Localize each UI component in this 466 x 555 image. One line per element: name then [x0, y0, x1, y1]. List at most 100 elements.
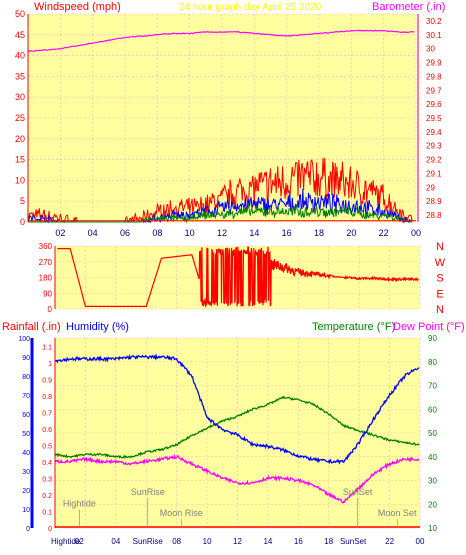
y-left-tick-label: 30: [15, 92, 25, 102]
rain-tick-label: 1: [48, 361, 52, 368]
direction-tick-label: 180: [39, 274, 53, 283]
direction-series: [57, 246, 419, 308]
rain-tick-label: 0.3: [42, 476, 52, 483]
humidity-axis-label: Humidity (%): [66, 321, 129, 333]
compass-label: W: [435, 257, 446, 269]
dew-axis-label: Dew Point (°F): [393, 321, 465, 333]
temperature-series: [54, 395, 420, 460]
rain-tick-label: 0.9: [42, 377, 52, 384]
x-tick-label: 08: [152, 228, 162, 238]
y-left-tick-label: 40: [15, 51, 25, 61]
x-tick-label: 04: [88, 228, 98, 238]
y-right-tick-label: 29.7: [426, 86, 442, 95]
event-label: Moon Rise: [160, 508, 203, 518]
x-tick-label: 14: [263, 537, 272, 546]
y-left-tick-label: 5: [20, 196, 25, 206]
y-left-tick-label: 45: [15, 30, 25, 40]
dewpoint-series: [54, 453, 420, 504]
chart-title: 24 hour graph day April 25 2020: [179, 2, 322, 13]
compass-label: S: [436, 273, 443, 285]
temp-tick-label: 50: [428, 429, 437, 438]
temp-tick-label: 70: [428, 382, 437, 391]
rain-tick-label: 0.5: [42, 443, 52, 450]
humidity-tick-label: 100: [18, 336, 30, 343]
x-tick-label: 14: [249, 228, 259, 238]
y-right-tick-label: 30.1: [426, 31, 442, 40]
compass-label: N: [436, 241, 444, 253]
y-left-tick-label: 25: [15, 113, 25, 123]
rain-tick-label: 0.8: [42, 394, 52, 401]
y-right-tick-label: 30.2: [426, 17, 442, 26]
direction-tick-label: 90: [43, 289, 52, 298]
x-tick-label: 04: [111, 537, 120, 546]
x-tick-label: 12: [233, 537, 242, 546]
wind-axis-label: Windspeed (mph): [34, 1, 121, 13]
y-left-tick-label: 15: [15, 155, 25, 165]
rain-tick-label: 0.1: [42, 509, 52, 516]
event-label: SunRise: [131, 487, 165, 497]
humidity-tick-label: 10: [22, 507, 30, 514]
x-tick-label: 02: [55, 228, 65, 238]
x-tick-label: 00: [416, 537, 425, 546]
humidity-series: [55, 352, 420, 465]
y-right-tick-label: 29.2: [426, 156, 442, 165]
temp-tick-label: 20: [428, 500, 437, 509]
x-tick-label: 16: [282, 228, 292, 238]
barometer-series: [27, 29, 415, 53]
direction-tick-label: 0: [48, 305, 53, 314]
wind-avg-series: [28, 203, 413, 224]
rain-tick-label: 0.4: [42, 460, 52, 467]
y-right-tick-label: 29.1: [426, 169, 442, 178]
humidity-tick-label: 50: [22, 431, 30, 438]
x-tick-label: 18: [324, 537, 333, 546]
y-right-tick-label: 29.4: [426, 128, 442, 137]
x-tick-label: 22: [379, 228, 389, 238]
temp-tick-label: 30: [428, 477, 437, 486]
event-label: Moon Set: [378, 508, 417, 518]
y-right-tick-label: 29.8: [426, 72, 442, 81]
x-tick-label: 10: [203, 537, 212, 546]
y-right-tick-label: 28.8: [426, 211, 442, 220]
x-tick-label: 00: [411, 228, 421, 238]
temp-axis-label: Temperature (°F): [312, 321, 395, 333]
event-label: Hightide: [63, 499, 96, 509]
y-right-tick-label: 29.3: [426, 142, 442, 151]
x-tick-label: 12: [217, 228, 227, 238]
direction-tick-label: 360: [39, 242, 53, 251]
humidity-tick-label: 90: [22, 355, 30, 362]
rain-tick-label: 0.2: [42, 493, 52, 500]
y-left-tick-label: 50: [15, 9, 25, 19]
humidity-tick-label: 70: [22, 393, 30, 400]
y-right-tick-label: 29: [426, 183, 435, 192]
y-left-tick-label: 10: [15, 175, 25, 185]
x-tick-label: Hightide: [51, 537, 81, 546]
x-tick-label: SunSet: [340, 537, 367, 546]
baro-axis-label: Barometer (.in): [372, 1, 445, 13]
rain-tick-label: 0.7: [42, 410, 52, 417]
x-tick-label: 22: [385, 537, 394, 546]
compass-label: E: [436, 288, 443, 300]
y-right-tick-label: 29.9: [426, 59, 442, 68]
x-tick-label: 18: [314, 228, 324, 238]
temp-tick-label: 10: [428, 524, 437, 533]
temp-tick-label: 60: [428, 405, 437, 414]
x-tick-label: 08: [172, 537, 181, 546]
event-label: SunSet: [343, 487, 373, 497]
x-tick-label: 02: [75, 537, 84, 546]
y-right-tick-label: 30: [426, 45, 435, 54]
humidity-tick-label: 40: [22, 450, 30, 457]
humidity-tick-label: 20: [22, 488, 30, 495]
temp-tick-label: 80: [428, 358, 437, 367]
compass-label: N: [436, 304, 444, 316]
x-tick-label: 06: [120, 228, 130, 238]
humidity-tick-label: 30: [22, 469, 30, 476]
y-left-tick-label: 0: [20, 217, 25, 227]
x-tick-label: 16: [294, 537, 303, 546]
x-tick-label: 10: [185, 228, 195, 238]
rain-tick-label: 1.1: [42, 344, 52, 351]
direction-tick-label: 270: [39, 258, 53, 267]
x-tick-label: 20: [346, 228, 356, 238]
temp-tick-label: 90: [428, 334, 437, 343]
y-right-tick-label: 29.6: [426, 100, 442, 109]
